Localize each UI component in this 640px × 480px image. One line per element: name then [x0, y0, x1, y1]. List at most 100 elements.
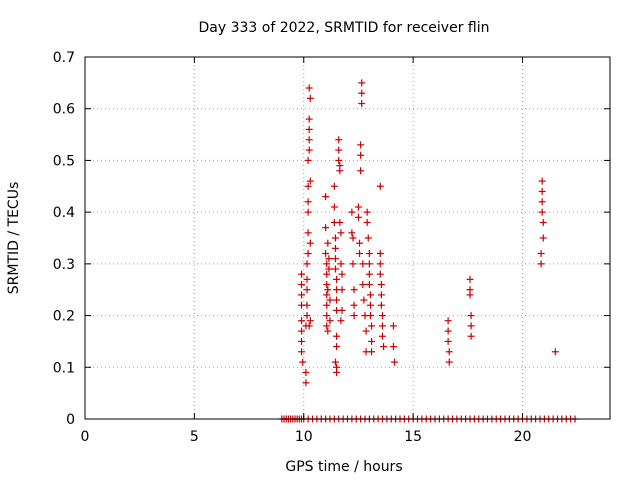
data-point: [360, 296, 368, 304]
data-point: [444, 327, 452, 335]
data-point: [349, 234, 357, 242]
data-point: [538, 198, 546, 206]
data-point: [365, 281, 373, 289]
data-point: [323, 270, 331, 278]
data-point: [305, 146, 313, 154]
data-point: [368, 322, 376, 330]
data-point: [391, 358, 399, 366]
data-point: [333, 343, 341, 351]
data-point: [359, 260, 367, 268]
chart-title: Day 333 of 2022, SRMTID for receiver fli…: [199, 20, 490, 36]
axis-ticks: 0 5 10 15 20 0 0.1 0.2 0.3 0.4 0.5 0.6 0.7: [53, 50, 610, 445]
data-point: [537, 260, 545, 268]
data-point: [323, 260, 331, 268]
data-point: [338, 270, 346, 278]
data-point: [366, 301, 374, 309]
data-point: [303, 260, 311, 268]
data-point: [324, 239, 332, 247]
data-point: [364, 234, 372, 242]
y-tick-label: 0.4: [53, 205, 75, 221]
data-point: [298, 317, 306, 325]
data-point: [466, 275, 474, 283]
data-point: [333, 368, 341, 376]
data-point: [298, 337, 306, 345]
data-point: [377, 301, 385, 309]
data-point: [304, 156, 312, 164]
data-points: [278, 79, 579, 423]
data-point: [348, 208, 356, 216]
data-point: [365, 250, 373, 258]
data-point: [357, 151, 365, 159]
plot-frame: [84, 56, 611, 420]
y-tick-label: 0.5: [53, 153, 75, 169]
data-point: [305, 125, 313, 133]
data-point: [389, 322, 397, 330]
data-point: [322, 193, 330, 201]
data-point: [359, 281, 367, 289]
data-point: [350, 301, 358, 309]
data-point: [323, 301, 331, 309]
data-point: [389, 343, 397, 351]
data-point: [350, 312, 358, 320]
data-point: [306, 317, 314, 325]
data-point: [376, 250, 384, 258]
data-point: [335, 156, 343, 164]
y-tick-label: 0.6: [53, 102, 75, 118]
data-point: [537, 250, 545, 258]
data-point: [356, 250, 364, 258]
data-point: [444, 337, 452, 345]
data-point: [298, 291, 306, 299]
data-point: [376, 260, 384, 268]
data-point: [366, 312, 374, 320]
data-point: [365, 260, 373, 268]
data-point: [358, 89, 366, 97]
y-tick-label: 0: [66, 412, 75, 428]
data-point: [306, 94, 314, 102]
data-point: [357, 141, 365, 149]
data-point: [331, 358, 339, 366]
data-point: [304, 229, 312, 237]
data-point: [305, 322, 313, 330]
data-point: [303, 286, 311, 294]
data-point: [348, 229, 356, 237]
data-point: [298, 270, 306, 278]
data-point: [379, 312, 386, 320]
data-point: [331, 234, 339, 242]
data-point: [298, 348, 306, 356]
data-point: [302, 368, 310, 376]
data-point: [335, 136, 343, 144]
data-point: [303, 312, 311, 320]
data-point: [335, 146, 343, 154]
data-point: [368, 337, 376, 345]
data-point: [466, 291, 474, 299]
data-point: [333, 275, 341, 283]
data-point: [324, 327, 332, 335]
data-point: [322, 224, 330, 232]
data-point: [323, 281, 331, 289]
data-point: [304, 208, 312, 216]
data-point: [350, 286, 358, 294]
data-point: [306, 177, 314, 185]
x-tick-label: 20: [514, 429, 532, 445]
data-point: [467, 312, 475, 320]
data-point: [354, 213, 362, 221]
data-point: [323, 312, 331, 320]
data-point: [445, 348, 453, 356]
data-point: [304, 250, 312, 258]
data-point: [538, 208, 546, 216]
data-point: [303, 301, 311, 309]
data-point: [337, 229, 345, 237]
data-point: [326, 317, 334, 325]
x-tick-label: 15: [404, 429, 422, 445]
data-point: [303, 275, 311, 283]
data-point: [324, 286, 332, 294]
data-point: [304, 182, 312, 190]
data-point: [368, 348, 376, 356]
data-point: [305, 136, 313, 144]
data-point: [538, 177, 546, 185]
data-point: [323, 291, 331, 299]
data-point: [338, 286, 346, 294]
data-point: [538, 187, 546, 195]
data-point: [358, 79, 366, 87]
